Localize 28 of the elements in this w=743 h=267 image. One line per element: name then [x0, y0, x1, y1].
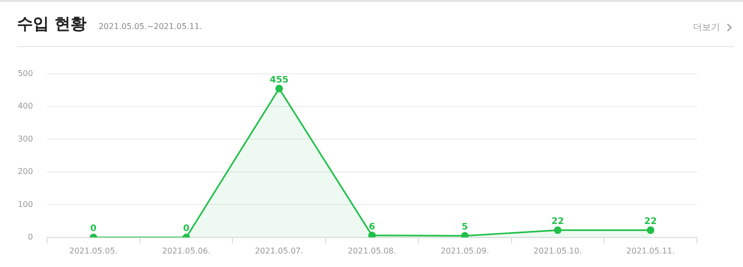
point: [646, 226, 654, 234]
x-tick-label: 2021.05.08.: [348, 246, 396, 256]
y-tick-label: 400: [18, 102, 33, 111]
y-tick-label: 200: [18, 167, 33, 176]
data-label: 22: [551, 217, 564, 228]
y-tick-label: 300: [18, 134, 33, 144]
point: [461, 232, 469, 238]
x-tick-label: 2021.05.05.: [69, 246, 118, 256]
data-label: 22: [644, 217, 657, 228]
x-tick-label: 2021.05.10.: [534, 246, 582, 256]
y-tick-label: 0: [28, 232, 33, 242]
x-tick-label: 2021.05.07.: [254, 246, 304, 256]
point: [275, 84, 283, 92]
text: 더보기: [693, 22, 720, 34]
point: [554, 226, 562, 234]
chart-subtitle: 2021.05.05.~2021.05.11.: [98, 22, 202, 31]
x-tick-label: 2021.05.06.: [162, 246, 210, 256]
chart-title: 수입 현황: [17, 14, 87, 35]
x-tick-label: 2021.05.11.: [626, 246, 675, 256]
y-tick-label: 100: [18, 200, 33, 209]
data-label: 0: [183, 224, 190, 234]
data-label: 455: [270, 75, 289, 86]
point: [368, 232, 376, 238]
x-tick-label: 2021.05.09.: [440, 246, 490, 256]
data-label: 5: [462, 222, 468, 233]
data-label: 0: [90, 224, 97, 234]
y-tick-label: 500: [18, 68, 33, 78]
data-label: 6: [368, 222, 376, 232]
